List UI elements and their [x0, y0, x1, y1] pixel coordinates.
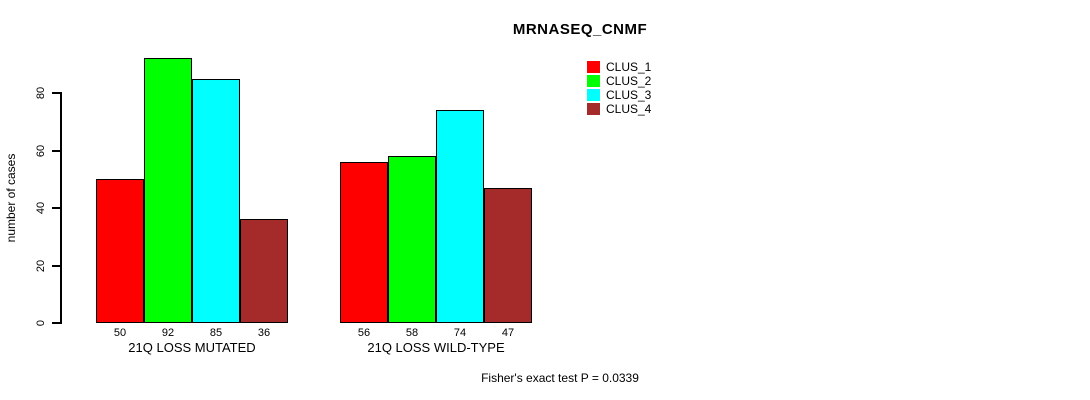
bar-value-label: 56	[357, 327, 371, 339]
legend-label: CLUS_2	[606, 73, 652, 88]
y-axis-tick	[52, 92, 60, 94]
bar-clus_1-group-1	[96, 179, 144, 323]
y-axis-tick	[52, 322, 60, 324]
bar-value-label: 74	[453, 327, 467, 339]
bar-value-label: 92	[161, 327, 175, 339]
bar-value-label: 58	[405, 327, 419, 339]
bar-value-label: 85	[209, 327, 223, 339]
y-axis-tick-label: 20	[35, 259, 47, 272]
x-axis-group-label: 21Q LOSS MUTATED	[128, 340, 256, 355]
legend: CLUS_1 CLUS_2 CLUS_3 CLUS_4	[587, 60, 651, 116]
bar-clus_3-group-1	[192, 79, 240, 323]
legend-swatch-icon	[587, 75, 600, 87]
legend-swatch-icon	[587, 103, 600, 115]
legend-item: CLUS_1	[587, 60, 651, 74]
bar-clus_2-group-1	[144, 58, 192, 323]
legend-item: CLUS_4	[587, 102, 651, 116]
fisher-test-annotation: Fisher's exact test P = 0.0339	[481, 371, 639, 385]
y-axis-tick-label: 40	[35, 201, 47, 215]
y-axis-tick-label: 60	[35, 144, 47, 157]
y-axis-tick	[52, 149, 60, 152]
legend-label: CLUS_3	[606, 87, 652, 102]
y-axis-label: number of cases	[4, 153, 18, 243]
y-axis-line	[60, 92, 62, 324]
x-axis-group-label: 21Q LOSS WILD-TYPE	[367, 340, 505, 355]
bar-clus_2-group-2	[388, 156, 436, 323]
chart-title: MRNASEQ_CNMF	[512, 21, 648, 38]
bar-value-label: 36	[257, 327, 271, 339]
legend-item: CLUS_3	[587, 88, 651, 102]
legend-swatch-icon	[587, 61, 600, 73]
bar-value-label: 47	[501, 327, 515, 339]
legend-item: CLUS_2	[587, 74, 651, 88]
y-axis-tick	[52, 207, 60, 209]
bar-clus_4-group-2	[484, 188, 532, 323]
bar-clus_3-group-2	[436, 110, 484, 323]
y-axis-tick-label: 0	[35, 319, 47, 327]
bar-clus_1-group-2	[340, 162, 388, 323]
y-axis-tick	[52, 264, 60, 267]
legend-swatch-icon	[587, 89, 600, 101]
bar-clus_4-group-1	[240, 219, 288, 323]
bar-value-label: 50	[113, 327, 127, 339]
y-axis-tick-label: 80	[35, 86, 47, 100]
legend-label: CLUS_4	[606, 101, 652, 116]
legend-label: CLUS_1	[606, 59, 652, 74]
